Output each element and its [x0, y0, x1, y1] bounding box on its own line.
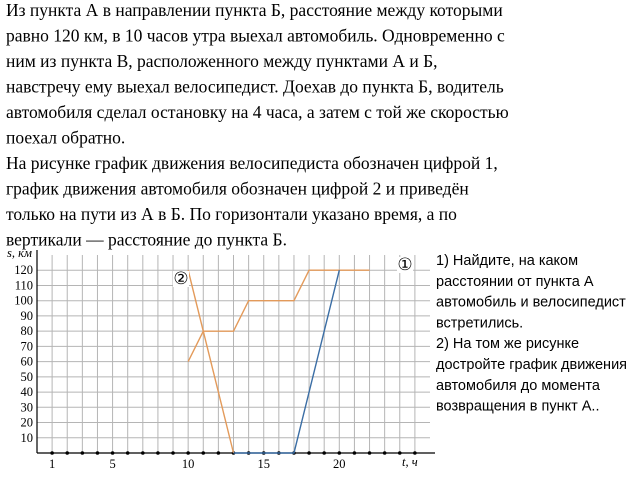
text-line: ним из пункта В, расположенного между пу…: [6, 51, 438, 71]
annotation-bg: [397, 257, 413, 273]
series-line: [233, 270, 340, 454]
question-line: 1) Найдите, на каком: [436, 253, 578, 269]
axis-dot: [50, 451, 54, 455]
x-tick-label: 20: [333, 457, 346, 471]
y-tick-label: 110: [15, 278, 33, 292]
y-tick-label: 80: [21, 324, 34, 338]
series-line: [187, 269, 370, 362]
question-line: достройте график движения: [436, 357, 627, 373]
annotation-bg: [173, 271, 189, 287]
text-line: На рисунке график движения велосипедиста…: [6, 153, 498, 173]
axis-dot: [382, 451, 387, 455]
annotation: ①: [397, 255, 412, 274]
axis-dot: [367, 451, 372, 455]
y-tick-label: 100: [14, 294, 33, 308]
y-tick-label: 70: [21, 339, 34, 353]
axis-dot: [201, 451, 206, 455]
axis-dot: [95, 451, 100, 455]
x-axis-label: t, ч: [402, 455, 418, 469]
x-tick-label: 10: [182, 457, 195, 471]
text-line: автомобиля сделал остановку на 4 часа, а…: [6, 102, 509, 122]
y-tick-label: 30: [21, 400, 34, 414]
axis-dot: [413, 451, 417, 455]
question-line: 2) На том же рисунке: [436, 336, 579, 352]
text-line: Из пункта А в направлении пункта Б, расс…: [6, 0, 503, 20]
text-line: поехал обратно.: [6, 128, 125, 148]
axis-dot: [80, 451, 85, 455]
axis-dot: [125, 451, 130, 455]
axis-dot: [216, 451, 221, 455]
axis-dot: [186, 451, 190, 455]
series-line: [187, 270, 235, 454]
text-line: равно 120 км, в 10 часов утра выехал авт…: [6, 26, 505, 46]
question-line: возвращения в пункт А..: [436, 399, 600, 415]
y-tick-label: 20: [21, 416, 34, 430]
axis-dot: [171, 451, 175, 455]
axis-dot: [337, 451, 342, 455]
question-line: автомобиля до момента: [436, 378, 601, 394]
axis-dot: [141, 451, 145, 455]
axis-dot: [397, 451, 402, 455]
x-tick-label: 5: [109, 457, 115, 471]
y-axis-label: s, км: [7, 246, 32, 260]
axis-dot: [65, 451, 70, 455]
y-tick-label: 120: [14, 263, 33, 277]
question-line: автомобиль и велосипедист: [436, 295, 626, 311]
axis-dot: [322, 451, 326, 455]
axis-dot: [156, 451, 160, 455]
annotation: ②: [173, 269, 188, 288]
y-tick-label: 50: [21, 370, 34, 384]
axis-dot: [352, 451, 357, 455]
text-line: вертикали — расстояние до пункта Б.: [6, 230, 287, 250]
x-tick-label: 1: [49, 457, 55, 471]
text-line: график движения автомобиля обозначен циф…: [6, 179, 469, 199]
axis-dot: [307, 451, 311, 455]
question-line: расстоянии от пункта А: [436, 274, 594, 290]
text-line: навстречу ему выехал велосипедист. Доеха…: [6, 77, 504, 97]
x-tick-label: 15: [257, 457, 270, 471]
text-line: только на пути из А в Б. По горизонтали …: [6, 204, 457, 224]
question-line: встретились.: [436, 315, 523, 331]
y-tick-label: 40: [21, 385, 34, 399]
y-tick-label: 90: [21, 309, 34, 323]
y-tick-label: 60: [21, 355, 34, 369]
axis-dot: [110, 451, 115, 455]
y-tick-label: 10: [21, 431, 34, 445]
